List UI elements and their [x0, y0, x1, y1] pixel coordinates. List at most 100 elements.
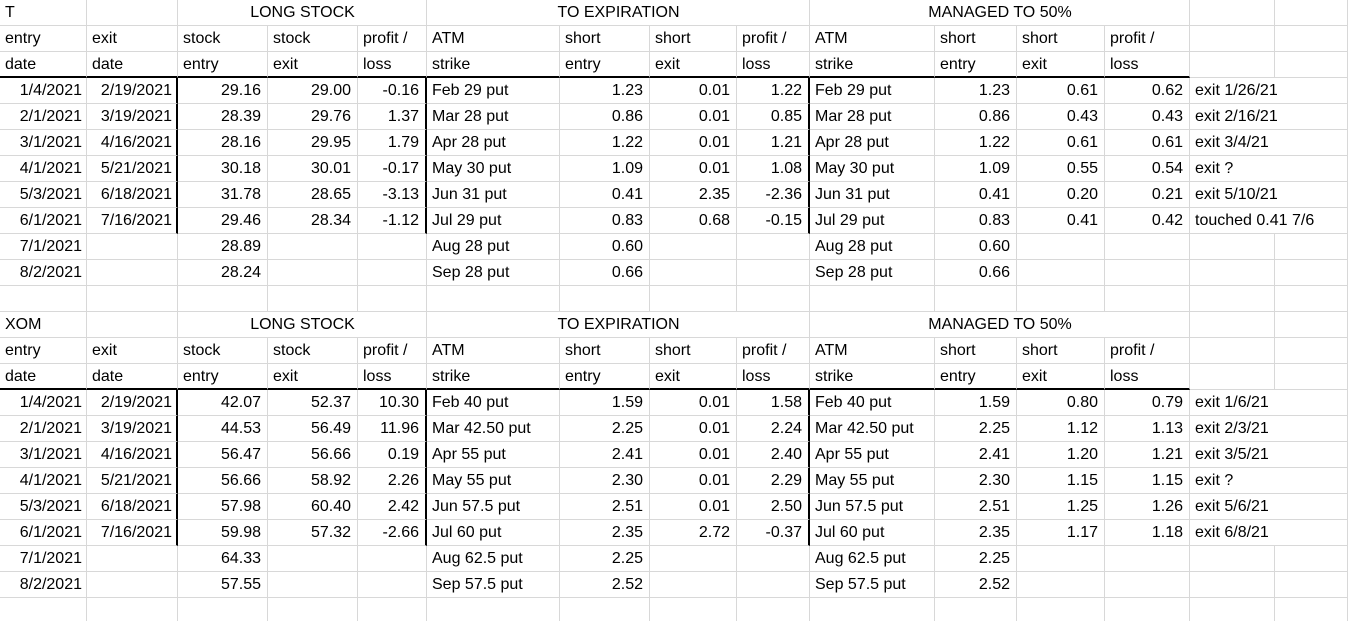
cell-entry-date[interactable]: 4/1/2021 [0, 468, 87, 494]
cell-short-exit[interactable]: 0.43 [1017, 104, 1105, 130]
cell-empty[interactable] [737, 598, 810, 621]
cell-note[interactable]: touched 0.41 7/6 [1190, 208, 1348, 234]
cell-empty[interactable] [1275, 546, 1348, 572]
col-header[interactable]: profit / [358, 26, 427, 52]
cell-exit-date[interactable]: 2/19/2021 [87, 390, 178, 416]
cell-short-entry[interactable]: 1.09 [560, 156, 650, 182]
cell-empty[interactable] [1017, 572, 1105, 598]
cell-short-exit[interactable]: 0.80 [1017, 390, 1105, 416]
cell-pl[interactable]: 0.62 [1105, 78, 1190, 104]
cell-entry-date[interactable]: 6/1/2021 [0, 208, 87, 234]
col-header[interactable]: profit / [1105, 26, 1190, 52]
cell-exit-date[interactable]: 6/18/2021 [87, 494, 178, 520]
cell-empty[interactable] [1017, 286, 1105, 312]
cell-entry-date[interactable]: 1/4/2021 [0, 78, 87, 104]
cell-note[interactable]: exit ? [1190, 468, 1348, 494]
cell-atm-strike[interactable]: Jun 57.5 put [427, 494, 560, 520]
cell-short-exit[interactable]: 0.01 [650, 416, 737, 442]
cell-pl[interactable]: 2.40 [737, 442, 810, 468]
cell-short-entry[interactable]: 2.51 [560, 494, 650, 520]
col-header[interactable]: date [87, 364, 178, 390]
col-header[interactable]: loss [1105, 52, 1190, 78]
cell-empty[interactable] [935, 598, 1017, 621]
cell-short-exit[interactable]: 0.61 [1017, 78, 1105, 104]
cell-atm-strike[interactable]: Mar 28 put [427, 104, 560, 130]
cell-entry-date[interactable]: 8/2/2021 [0, 572, 87, 598]
cell-empty[interactable] [87, 260, 178, 286]
cell-empty[interactable] [737, 234, 810, 260]
col-header[interactable]: profit / [358, 338, 427, 364]
col-header[interactable]: stock [178, 26, 268, 52]
cell-short-exit[interactable]: 0.01 [650, 130, 737, 156]
cell-atm-strike[interactable]: Apr 28 put [427, 130, 560, 156]
cell-exit-date[interactable]: 7/16/2021 [87, 208, 178, 234]
col-header[interactable]: entry [935, 52, 1017, 78]
cell-note[interactable]: exit 2/3/21 [1190, 416, 1348, 442]
cell-empty[interactable] [1105, 572, 1190, 598]
cell-short-entry[interactable]: 1.23 [935, 78, 1017, 104]
cell-stock-exit[interactable]: 29.95 [268, 130, 358, 156]
cell-short-exit[interactable]: 0.20 [1017, 182, 1105, 208]
cell-empty[interactable] [650, 598, 737, 621]
col-header[interactable]: loss [358, 52, 427, 78]
col-header[interactable]: short [1017, 26, 1105, 52]
cell-empty[interactable] [737, 546, 810, 572]
cell-atm-strike[interactable]: Sep 28 put [427, 260, 560, 286]
col-header[interactable]: entry [935, 364, 1017, 390]
col-header[interactable]: short [650, 26, 737, 52]
cell-ticker[interactable]: T [0, 0, 87, 26]
cell-empty[interactable] [358, 260, 427, 286]
cell-pl[interactable]: -0.37 [737, 520, 810, 546]
cell-note[interactable]: exit 1/6/21 [1190, 390, 1348, 416]
cell-empty[interactable] [0, 286, 87, 312]
cell-stock-pl[interactable]: 1.37 [358, 104, 427, 130]
cell-empty[interactable] [1105, 546, 1190, 572]
cell-pl[interactable]: 1.08 [737, 156, 810, 182]
cell-pl[interactable]: 0.79 [1105, 390, 1190, 416]
col-header[interactable]: entry [0, 338, 87, 364]
cell-empty[interactable] [1105, 260, 1190, 286]
cell-stock-pl[interactable]: 10.30 [358, 390, 427, 416]
cell-empty[interactable] [358, 234, 427, 260]
cell-short-exit[interactable]: 0.01 [650, 494, 737, 520]
cell-stock-exit[interactable]: 60.40 [268, 494, 358, 520]
cell-entry-date[interactable]: 6/1/2021 [0, 520, 87, 546]
cell-atm-strike[interactable]: Feb 40 put [427, 390, 560, 416]
col-header[interactable]: exit [87, 26, 178, 52]
cell-empty[interactable] [1190, 234, 1275, 260]
cell-stock-entry[interactable]: 28.16 [178, 130, 268, 156]
cell-empty[interactable] [1017, 546, 1105, 572]
cell-entry-date[interactable]: 3/1/2021 [0, 130, 87, 156]
cell-short-exit[interactable]: 1.12 [1017, 416, 1105, 442]
cell-note[interactable]: exit 3/4/21 [1190, 130, 1348, 156]
cell-atm-strike[interactable]: Apr 55 put [810, 442, 935, 468]
cell-empty[interactable] [87, 286, 178, 312]
col-header[interactable]: stock [178, 338, 268, 364]
cell-atm-strike[interactable]: Feb 29 put [810, 78, 935, 104]
cell-note[interactable]: exit 2/16/21 [1190, 104, 1348, 130]
cell-short-entry[interactable]: 1.59 [560, 390, 650, 416]
cell-short-entry[interactable]: 0.41 [935, 182, 1017, 208]
cell-stock-entry[interactable]: 57.98 [178, 494, 268, 520]
cell-stock-entry[interactable]: 29.16 [178, 78, 268, 104]
cell-empty[interactable] [87, 234, 178, 260]
cell-short-entry[interactable]: 2.35 [935, 520, 1017, 546]
cell-empty[interactable] [650, 546, 737, 572]
cell-empty[interactable] [87, 0, 178, 26]
cell-stock-entry[interactable]: 30.18 [178, 156, 268, 182]
col-header[interactable]: exit [1017, 364, 1105, 390]
cell-atm-strike[interactable]: Sep 57.5 put [427, 572, 560, 598]
cell-entry-date[interactable]: 7/1/2021 [0, 546, 87, 572]
col-header[interactable]: short [560, 26, 650, 52]
cell-stock-exit[interactable]: 56.66 [268, 442, 358, 468]
cell-empty[interactable] [650, 572, 737, 598]
col-header[interactable]: ATM [427, 26, 560, 52]
cell-empty[interactable] [1190, 312, 1275, 338]
cell-empty[interactable] [1275, 338, 1348, 364]
cell-short-entry[interactable]: 2.25 [560, 416, 650, 442]
cell-empty[interactable] [1275, 260, 1348, 286]
col-header[interactable]: loss [737, 364, 810, 390]
cell-empty[interactable] [87, 546, 178, 572]
col-header[interactable]: exit [650, 364, 737, 390]
cell-short-entry[interactable]: 0.86 [935, 104, 1017, 130]
